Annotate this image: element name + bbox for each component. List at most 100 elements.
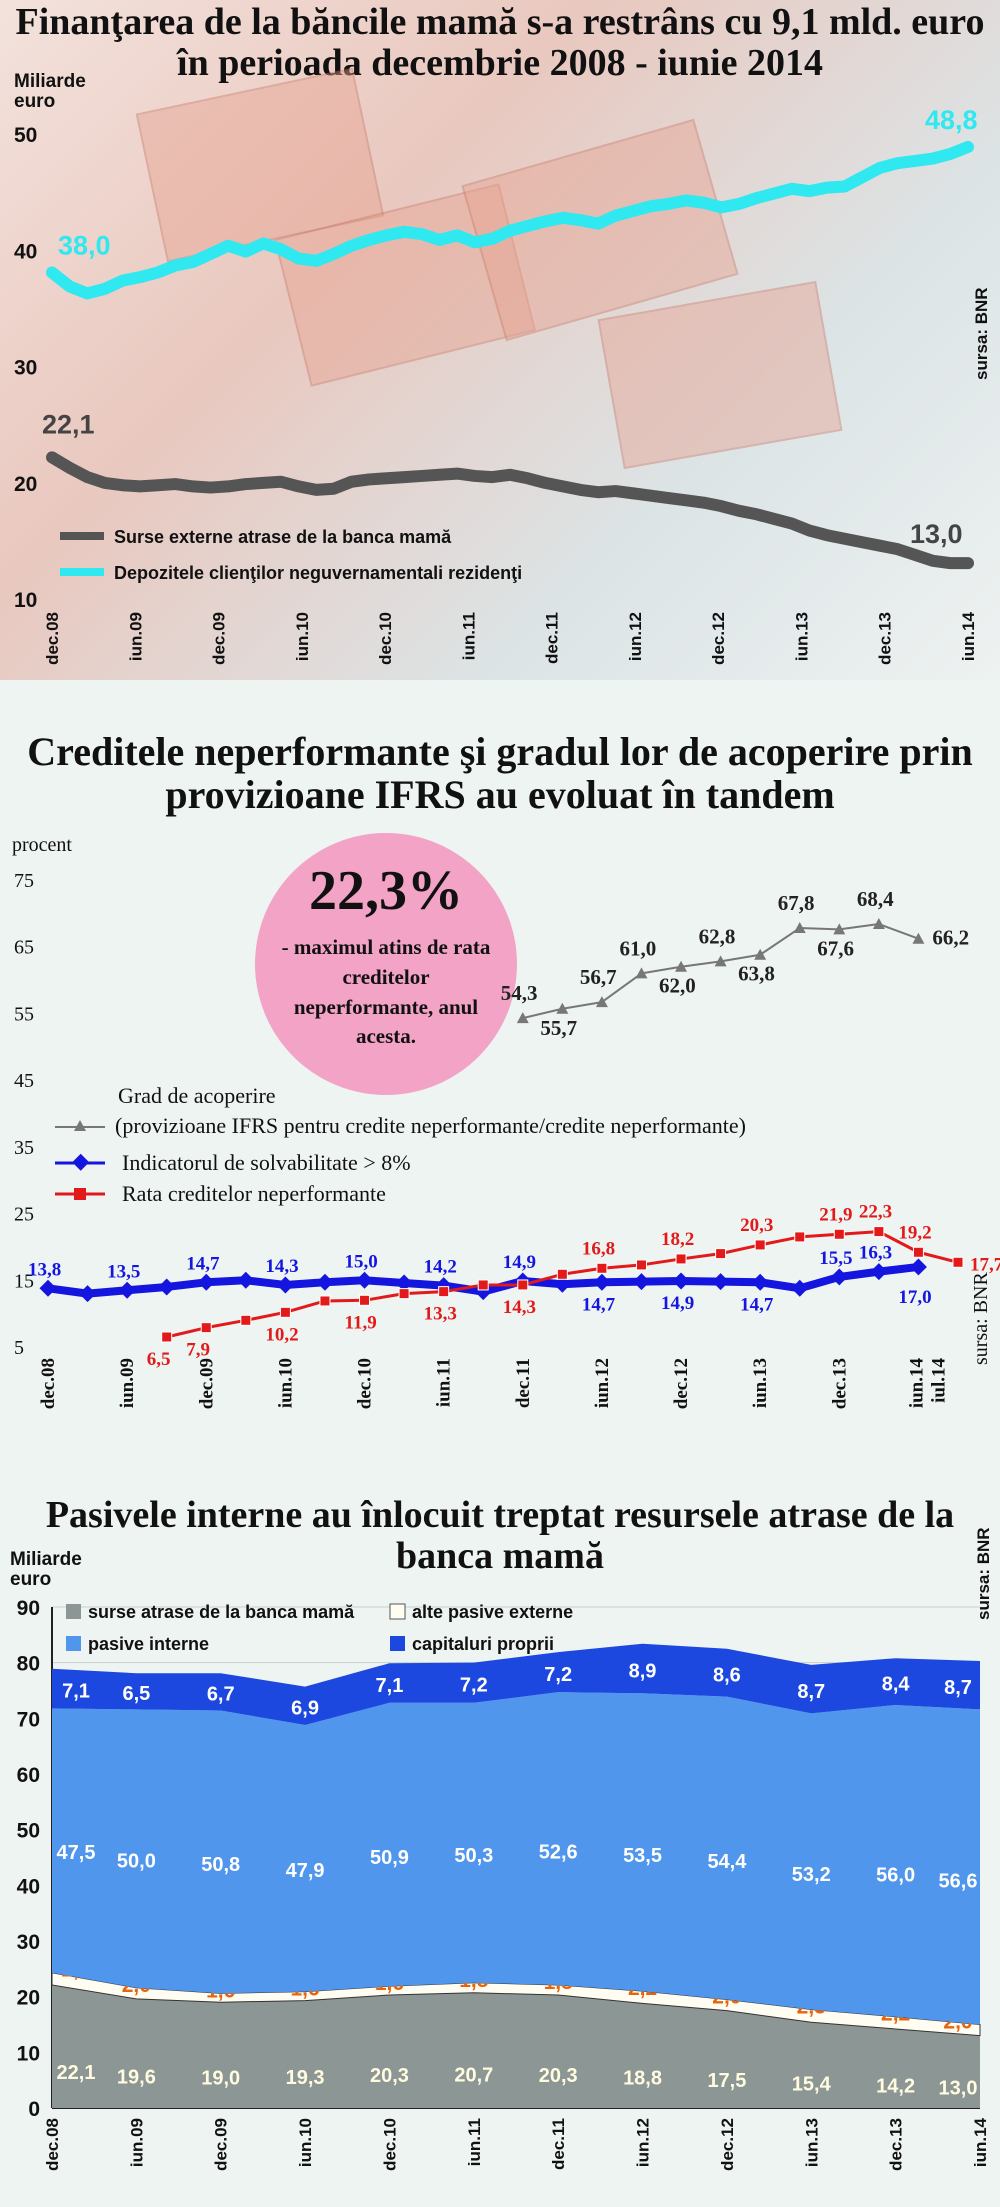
series-marker: [39, 1279, 57, 1297]
series-line-surse-externe-atrase-de-la-banca-mam: [46, 451, 974, 570]
series-marker: [635, 967, 648, 979]
legend-label: Surse externe atrase de la banca mamă: [114, 527, 452, 547]
series-marker: [240, 1314, 252, 1326]
chart-2-svg: 5 15 25 35 45 55 65 75 dec.08 iun.09 dec.09 iun.10 d…: [14, 870, 1000, 1409]
x-tick-label: dec.10: [380, 2118, 399, 2171]
x-tick-label: iun.11: [465, 2118, 484, 2166]
series-marker: [712, 1273, 730, 1291]
data-label: 47,9: [286, 1860, 325, 1882]
series-marker: [237, 1271, 255, 1289]
series-marker: [395, 1274, 413, 1292]
series-marker: [675, 1253, 687, 1265]
series-marker: [754, 1239, 766, 1251]
data-label: 8,7: [797, 1681, 825, 1703]
x-tick-label: iun.12: [592, 1358, 613, 1408]
legend-swatch: [389, 1603, 406, 1620]
data-label: 8,4: [882, 1674, 911, 1696]
series-marker: [398, 1288, 410, 1300]
chart-3-svg: 0 10 20 30 40 50 60 70 80 90 dec.08 iun.09 dec.09 iun…: [17, 1597, 990, 2171]
x-tick-label: iun.12: [634, 2118, 653, 2167]
data-label: 19,6: [117, 2066, 156, 2088]
legend-label: capitaluri proprii: [412, 1634, 554, 1654]
data-label: 14,2: [876, 2075, 915, 2097]
y-tick-label: 20: [17, 1987, 40, 2010]
x-tick-label: dec.11: [543, 612, 562, 664]
x-tick-label: iun.09: [126, 612, 145, 661]
y-tick-label: 25: [14, 1204, 34, 1226]
series-marker: [672, 1272, 690, 1290]
x-tick-label: dec.10: [355, 1358, 376, 1409]
y-tick-label: 30: [17, 1931, 40, 1954]
x-tick-label: dec.12: [709, 612, 728, 665]
data-label: 50,3: [454, 1845, 493, 1867]
y-tick-label: 30: [14, 357, 37, 380]
data-label: 18,8: [623, 2068, 662, 2090]
data-label: 13,5: [107, 1261, 140, 1282]
y-tick-label: 15: [14, 1270, 34, 1292]
series-end-label: 48,8: [925, 105, 978, 135]
data-label: 20,3: [370, 2065, 409, 2087]
series-marker: [751, 1273, 769, 1291]
series-line-depozitele-clien-ilor-neguvernamentali-reziden-i: [46, 140, 974, 300]
x-tick-label: iun.09: [127, 2118, 146, 2167]
data-label: 17,0: [898, 1287, 931, 1308]
data-label: 63,8: [738, 962, 775, 986]
data-label: 61,0: [619, 936, 656, 960]
y-tick-label: 5: [14, 1337, 24, 1359]
series-marker: [793, 922, 806, 934]
series-marker: [714, 955, 727, 967]
chart-2-unit: procent: [12, 834, 72, 856]
data-label: 7,1: [376, 1675, 404, 1697]
banknote-decoration: [135, 67, 385, 263]
chart-3-panel: Pasivele interne au înlocuit treptat res…: [0, 1450, 1000, 2207]
data-label: 14,9: [661, 1293, 694, 1314]
series-marker: [319, 1295, 331, 1307]
series-marker: [79, 1285, 97, 1303]
data-label: 6,7: [207, 1684, 235, 1706]
x-tick-label: dec.13: [829, 1358, 850, 1409]
x-tick-label: dec.12: [671, 1358, 692, 1409]
series-marker: [595, 996, 608, 1008]
series-marker: [200, 1322, 212, 1334]
data-label: 15,5: [819, 1248, 852, 1269]
x-tick-label: dec.11: [549, 2118, 568, 2170]
x-tick-label: dec.09: [212, 2118, 231, 2171]
data-label: 13,3: [424, 1304, 457, 1325]
series-marker: [438, 1286, 450, 1298]
y-tick-label: 55: [14, 1003, 34, 1025]
series-marker: [359, 1294, 371, 1306]
x-tick-label: dec.13: [887, 2118, 906, 2171]
y-tick-label: 65: [14, 937, 34, 959]
data-label: 67,8: [778, 891, 815, 915]
x-tick-label: iun.10: [275, 1358, 296, 1408]
y-tick-label: 45: [14, 1070, 34, 1092]
y-tick-label: 40: [14, 240, 37, 263]
data-label: 21,9: [819, 1204, 852, 1225]
series-marker: [830, 1268, 848, 1286]
x-tick-label: iun.14: [971, 2117, 990, 2167]
y-tick-label: 35: [14, 1137, 34, 1159]
x-tick-label: dec.09: [210, 612, 229, 665]
series-marker: [791, 1279, 809, 1297]
data-label: 50,0: [117, 1851, 156, 1873]
x-tick-label: iun.10: [293, 612, 312, 661]
legend-label: pasive interne: [88, 1634, 209, 1654]
legend-label: Depozitele clienţilor neguvernamentali r…: [114, 563, 522, 583]
series-marker: [715, 1248, 727, 1260]
data-label: 19,2: [898, 1222, 931, 1243]
data-label: 7,2: [460, 1675, 488, 1697]
series-marker: [556, 1002, 569, 1014]
series-marker: [161, 1331, 173, 1343]
series-start-label: 38,0: [58, 231, 111, 261]
data-label: 16,8: [582, 1238, 615, 1259]
series-marker: [754, 948, 767, 960]
x-tick-label: dec.10: [376, 612, 395, 665]
x-tick-label: iun.11: [459, 612, 478, 660]
series-marker: [556, 1268, 568, 1280]
series-marker: [870, 1263, 888, 1281]
series-marker: [635, 1259, 647, 1271]
legend-label: Rata creditelor neperformante: [122, 1181, 386, 1206]
legend-swatch: [390, 1636, 405, 1651]
chart-3-unit: Miliarde euro: [10, 1549, 82, 1590]
data-label: 56,6: [939, 1871, 978, 1893]
